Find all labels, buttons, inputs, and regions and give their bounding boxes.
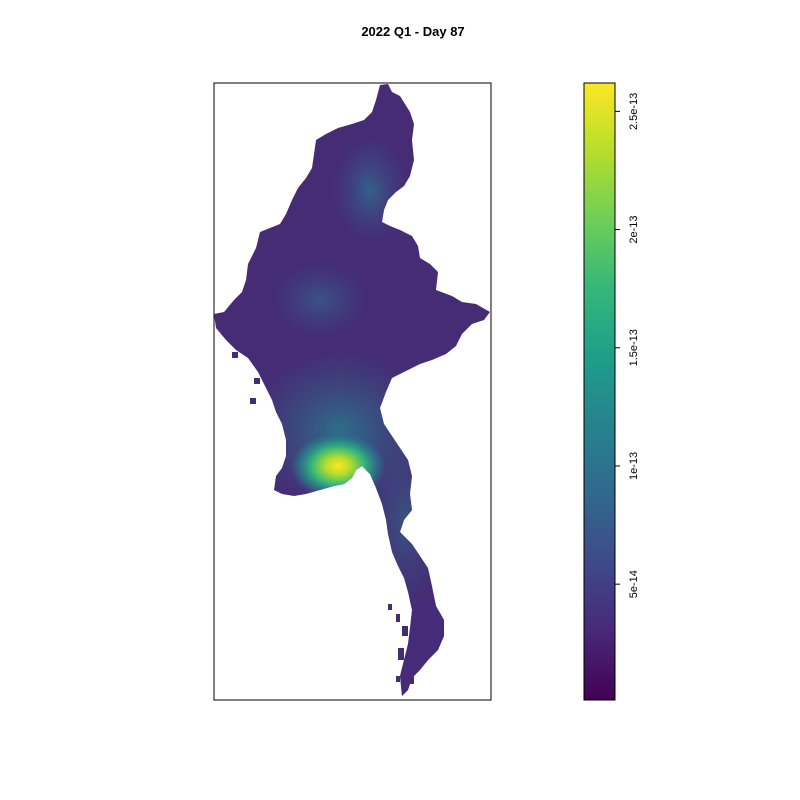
colorbar-tick-label: 5e-14: [628, 570, 640, 598]
colorbar-fill: [584, 83, 615, 700]
raster-island: [388, 604, 392, 610]
raster-island: [408, 676, 414, 684]
colorbar-tick-label: 2e-13: [628, 215, 640, 243]
raster-island: [402, 626, 408, 636]
raster-island: [396, 676, 400, 682]
colorbar-tick-label: 1.5e-13: [628, 329, 640, 366]
raster-island: [396, 614, 400, 622]
raster-island: [232, 352, 238, 358]
raster-island: [250, 398, 256, 404]
raster-island: [254, 378, 260, 384]
colorbar-ticks: 5e-14 1e-13 1.5e-13 2e-13 2.5e-13: [615, 93, 640, 598]
colorbar-frame: [583, 82, 616, 701]
raster-island-fragments: [232, 352, 414, 684]
colorbar-tick-label: 1e-13: [628, 452, 640, 480]
map-title: 2022 Q1 - Day 87: [361, 24, 464, 39]
map-panel: [213, 82, 492, 701]
colorbar-tick-label: 2.5e-13: [628, 93, 640, 130]
colorbar: 5e-14 1e-13 1.5e-13 2e-13 2.5e-13: [583, 82, 640, 701]
raster-central-glow: [270, 260, 370, 340]
raster-island: [398, 648, 404, 660]
